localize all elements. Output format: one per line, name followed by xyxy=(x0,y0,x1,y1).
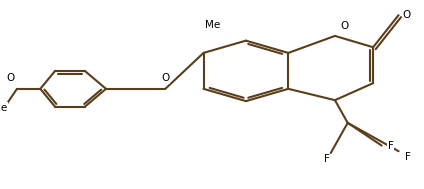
Text: F: F xyxy=(388,141,394,150)
Text: F: F xyxy=(324,154,329,164)
Text: O: O xyxy=(161,74,170,83)
Text: F: F xyxy=(405,152,411,162)
Text: Me: Me xyxy=(0,103,8,113)
Text: O: O xyxy=(340,21,349,30)
Text: Me: Me xyxy=(205,20,220,29)
Text: O: O xyxy=(402,10,410,20)
Text: O: O xyxy=(6,74,15,83)
